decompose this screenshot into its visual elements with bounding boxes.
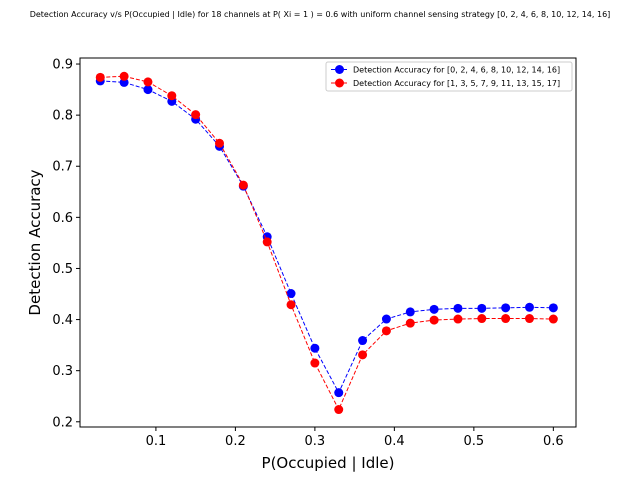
legend-swatch-marker [335,65,344,74]
x-tick-label: 0.2 [225,434,246,449]
y-tick-label: 0.2 [52,415,73,430]
x-tick-label: 0.3 [305,434,326,449]
y-tick-label: 0.5 [52,262,73,277]
series-1-point [525,302,534,312]
y-tick-label: 0.9 [52,58,73,73]
series-2-point [143,77,153,87]
series-1-point [334,388,344,398]
y-tick-label: 0.6 [52,211,73,226]
series-2-point [525,314,534,324]
series-2-point [429,315,439,325]
y-axis: 0.2 0.3 0.4 0.5 0.6 0.7 0.8 0.9 [52,58,80,430]
x-tick-label: 0.6 [543,434,564,449]
legend-swatch-marker [335,78,344,88]
legend-entry-label: Detection Accuracy for [0, 2, 4, 6, 8, 1… [353,66,560,75]
x-axis: 0.1 0.2 0.3 0.4 0.5 0.6 [146,427,564,449]
x-tick-label: 0.1 [146,434,167,449]
x-axis-label: P(Occupied | Idle) [262,454,395,472]
plot-area [95,71,558,415]
series-1-line [100,80,554,394]
series-2-point [167,91,177,101]
series-2-point [119,71,129,81]
y-tick-label: 0.7 [52,160,73,175]
x-tick-label: 0.4 [384,434,405,449]
series-2-point [286,300,296,310]
series-1-point [358,336,368,346]
series-1-point [405,307,415,317]
series-1-point [286,289,296,299]
series-2-point [95,72,105,82]
series-2-point [334,405,344,415]
series-2-point [215,138,224,148]
series-2-point [262,237,272,247]
series-2-point [453,314,463,324]
series-2-point [477,314,487,324]
legend: Detection Accuracy for [0, 2, 4, 6, 8, 1… [325,61,573,92]
legend-box [325,61,573,92]
series-2-point [548,314,558,324]
y-tick-label: 0.8 [52,109,73,124]
chart-title: Detection Accuracy v/s P(Occupied | Idle… [30,10,611,19]
x-tick-label: 0.5 [464,434,485,449]
series-2-point [310,358,320,368]
axes-frame [79,57,577,428]
y-tick-label: 0.3 [52,364,73,379]
series-2-point [501,314,511,324]
y-axis-label: Detection Accuracy [26,169,44,315]
series-1-point [477,303,487,313]
series-2-point [191,110,201,120]
series-2-line [100,75,554,411]
y-tick-label: 0.4 [52,313,73,328]
series-1-point [381,314,391,324]
series-1-point [548,303,558,313]
series-1-point [429,304,439,314]
series-1-point [501,303,511,313]
series-2-point [405,318,415,328]
legend-entry-label: Detection Accuracy for [1, 3, 5, 7, 9, 1… [353,79,560,88]
series-2-point [238,180,248,190]
series-2-point [358,350,368,360]
series-1-point [453,303,463,313]
series-1-point [310,343,320,353]
series-1-point [143,85,153,95]
series-2-point [381,326,391,336]
